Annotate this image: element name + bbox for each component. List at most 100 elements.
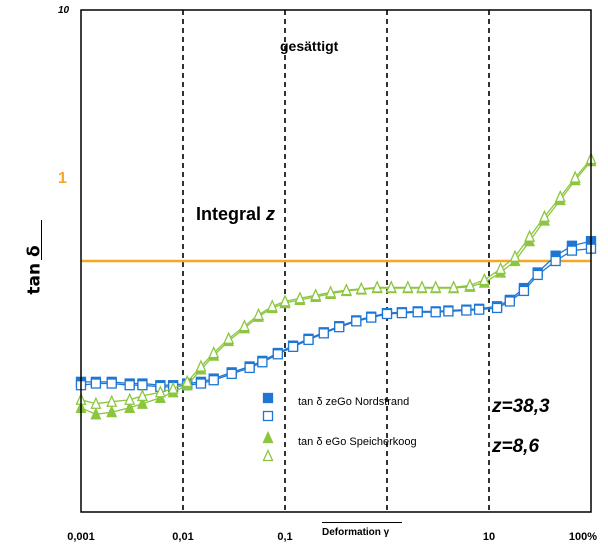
- legend-label: tan δ zeGo Nordstrand: [298, 396, 409, 408]
- reference-line-label: 1: [58, 170, 67, 187]
- y-tick-top: 10: [58, 5, 70, 16]
- data-point: [195, 359, 207, 372]
- series-line: [81, 240, 592, 386]
- series-line: [80, 158, 592, 405]
- data-point: [90, 407, 102, 420]
- x-tick-label: 0,1: [277, 531, 292, 543]
- series-2: [75, 154, 597, 420]
- data-point: [167, 381, 179, 394]
- x-tick-label: 10: [483, 531, 495, 543]
- data-point: [430, 280, 442, 293]
- data-point: [195, 378, 207, 389]
- data-point: [226, 368, 237, 380]
- legend-label: tan δ eGo Speicherkoog: [298, 436, 417, 448]
- data-point: [310, 288, 322, 301]
- data-point: [566, 245, 578, 256]
- data-point: [532, 269, 543, 281]
- data-point: [478, 272, 490, 286]
- data-point: [473, 304, 485, 315]
- annotation-integral: Integral z: [196, 204, 276, 224]
- data-point: [208, 375, 219, 386]
- data-point: [340, 283, 352, 296]
- data-point: [334, 322, 345, 333]
- data-point: [366, 312, 377, 323]
- x-tick-label: 0,001: [67, 531, 95, 543]
- data-point: [136, 396, 148, 409]
- y-label-arrow: [41, 220, 42, 260]
- data-point: [325, 285, 337, 298]
- x-tick-labels: 0,001 0,01 0,1 10 100%: [67, 531, 597, 543]
- series-line: [80, 247, 592, 388]
- data-point: [495, 261, 507, 275]
- data-point: [396, 307, 408, 319]
- data-point: [464, 278, 476, 291]
- data-point: [402, 280, 414, 293]
- data-point: [272, 349, 283, 360]
- data-point: [262, 410, 274, 422]
- data-point: [223, 331, 235, 344]
- data-point: [318, 328, 329, 339]
- data-point: [106, 394, 118, 407]
- series-line: [80, 160, 592, 415]
- data-point: [550, 255, 561, 267]
- data-point: [554, 189, 566, 203]
- data-point: [90, 396, 102, 409]
- data-point: [124, 380, 135, 391]
- x-axis-label-arrow: [322, 522, 402, 523]
- data-point: [244, 362, 255, 374]
- data-point: [443, 306, 454, 317]
- legend-item-0: tan δ zeGo Nordstrand z=38,3: [262, 392, 550, 422]
- data-point: [279, 294, 291, 307]
- data-point: [287, 341, 299, 352]
- y-axis-label: tan δ: [24, 245, 45, 295]
- data-point: [518, 285, 530, 297]
- data-point: [106, 378, 117, 389]
- x-tick-label: 100%: [569, 531, 597, 543]
- plot-frame: [80, 9, 592, 513]
- data-point: [303, 334, 314, 346]
- data-point: [90, 378, 102, 389]
- data-point: [381, 308, 393, 320]
- legend-z-value: z=38,3: [491, 396, 550, 417]
- data-point: [538, 209, 551, 222]
- data-point: [448, 280, 460, 293]
- data-point: [253, 307, 265, 321]
- data-point: [351, 316, 362, 327]
- data-point: [491, 302, 503, 314]
- data-point: [181, 374, 193, 388]
- data-point: [262, 448, 274, 462]
- data-point: [355, 281, 367, 294]
- data-point: [257, 357, 268, 368]
- annotation-saturated: gesättigt: [280, 38, 339, 54]
- data-point: [262, 392, 274, 404]
- x-tick-label: 0,01: [172, 531, 193, 543]
- data-point: [137, 380, 148, 391]
- data-point: [266, 299, 278, 312]
- data-point: [294, 291, 306, 304]
- x-axis-label: Deformation γ: [322, 527, 390, 538]
- data-point: [136, 388, 148, 402]
- data-point: [524, 229, 536, 242]
- data-point: [385, 280, 397, 293]
- legend: tan δ zeGo Nordstrand z=38,3 tan δ eGo Spe…: [262, 392, 550, 462]
- data-point: [504, 296, 515, 307]
- data-point: [371, 280, 383, 293]
- data-point: [509, 249, 521, 262]
- data-point: [569, 170, 581, 183]
- data-point: [124, 392, 136, 405]
- data-point: [412, 307, 423, 318]
- legend-item-1: tan δ eGo Speicherkoog z=8,6: [262, 430, 539, 462]
- data-point: [416, 280, 428, 293]
- data-point: [262, 430, 274, 444]
- series-1: [75, 243, 597, 393]
- series-layer: [75, 151, 597, 420]
- data-point: [154, 385, 166, 398]
- data-point: [461, 305, 472, 316]
- data-point: [430, 307, 441, 318]
- data-point: [106, 405, 118, 418]
- grid-layer: [182, 10, 490, 512]
- data-point: [238, 319, 250, 332]
- legend-z-value: z=8,6: [491, 436, 539, 457]
- series-3: [75, 151, 597, 409]
